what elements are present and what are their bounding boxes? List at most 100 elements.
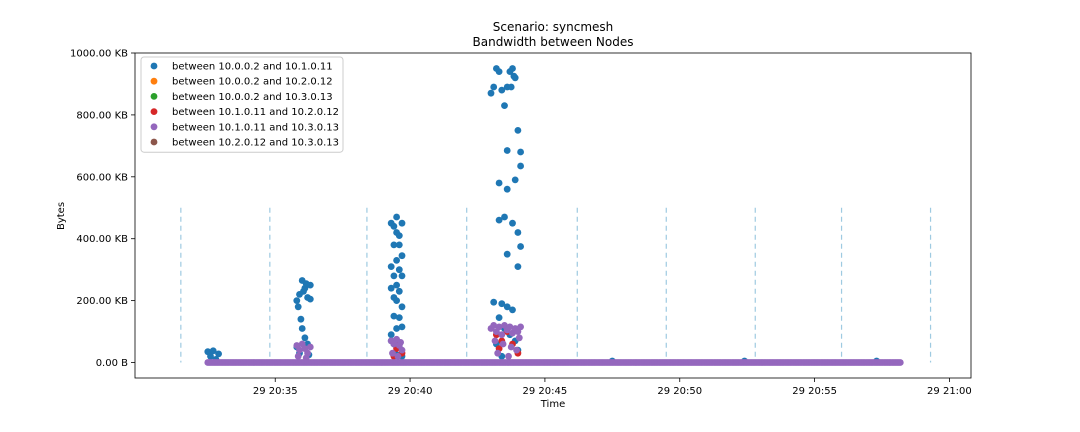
point-series-4-5: [306, 343, 314, 351]
point-series-4-28: [491, 337, 499, 345]
point-series-0-45: [398, 323, 406, 331]
x-tick-label-0: 29 20:35: [253, 386, 298, 397]
y-tick-label-2: 400.00 KB: [76, 234, 128, 245]
legend-entry-3: between 10.1.0.11 and 10.2.0.12: [172, 107, 339, 118]
point-series-0-59: [509, 65, 516, 72]
point-series-0-40: [393, 297, 400, 304]
point-series-0-28: [390, 241, 398, 249]
point-series-0-26: [398, 219, 406, 227]
point-series-0-38: [395, 287, 403, 295]
legend-entry-5: between 10.2.0.12 and 10.3.0.13: [172, 138, 339, 149]
point-series-4-1: [296, 346, 303, 354]
legend-box: [140, 56, 344, 153]
point-series-0-79: [498, 300, 506, 308]
y-axis-ticks: 0.00 B 200.00 KB 400.00 KB 600.00 KB 800.00 …: [70, 49, 135, 369]
legend-entry-2: between 10.0.0.2 and 10.3.0.13: [172, 92, 333, 103]
point-series-0-16: [301, 334, 309, 342]
y-tick-label-5: 1000.00 KB: [70, 49, 128, 60]
point-series-0-15: [298, 325, 306, 332]
y-axis-label: Bytes: [56, 202, 67, 230]
point-series-0-11: [294, 303, 302, 311]
x-tick-label-4: 29 20:55: [792, 386, 837, 397]
point-series-0-5: [293, 297, 301, 304]
point-series-4-17: [490, 322, 498, 329]
point-series-4-15: [397, 339, 404, 346]
point-series-0-76: [503, 250, 511, 258]
point-series-0-27: [393, 229, 400, 236]
point-series-0-34: [390, 272, 398, 280]
legend-marker-5: [150, 138, 158, 146]
point-series-0-64: [514, 126, 522, 134]
point-series-4-27: [517, 323, 524, 331]
x-axis-label: Time: [540, 399, 565, 410]
point-series-0-42: [390, 312, 398, 320]
point-series-0-56: [501, 102, 508, 109]
vertical-markers: [180, 207, 932, 363]
point-series-0-2: [209, 347, 217, 355]
point-series-0-52: [487, 89, 495, 97]
legend: between 10.0.0.2 and 10.1.0.11 between 10…: [140, 56, 344, 153]
point-series-4-12: [398, 346, 406, 354]
point-series-0-24: [393, 213, 400, 221]
plot-frame: [134, 52, 972, 379]
point-series-0-21: [306, 295, 314, 303]
point-series-0-82: [495, 314, 503, 321]
point-series-0-80: [503, 303, 511, 311]
legend-entry-0: between 10.0.0.2 and 10.1.0.11: [172, 62, 333, 73]
point-series-4-6: [294, 352, 302, 360]
point-series-0-41: [398, 303, 406, 311]
point-series-0-23: [390, 222, 398, 230]
point-series-0-43: [395, 314, 403, 321]
baseline-band: [204, 359, 904, 366]
point-series-0-44: [393, 325, 400, 332]
point-series-0-72: [501, 213, 508, 221]
legend-marker-1: [150, 77, 158, 85]
y-tick-label-3: 600.00 KB: [76, 172, 128, 183]
point-series-0-63: [510, 72, 518, 80]
point-series-0-1: [207, 352, 214, 360]
point-series-0-35: [398, 272, 406, 280]
point-series-0-55: [495, 68, 503, 75]
x-tick-label-5: 29 21:00: [927, 386, 972, 397]
point-series-0-74: [514, 229, 522, 236]
point-series-0-46: [387, 331, 395, 339]
point-series-0-30: [398, 252, 406, 260]
x-axis-ticks: 29 20:35 29 20:40 29 20:45 29 20:50 29 20:55…: [253, 378, 972, 397]
point-series-4-34: [513, 346, 520, 354]
point-series-0-70: [511, 176, 519, 184]
legend-marker-0: [150, 62, 158, 70]
x-tick-label-1: 29 20:40: [388, 386, 433, 397]
point-series-0-32: [393, 257, 400, 264]
point-series-0-62: [507, 83, 515, 91]
legend-marker-4: [150, 123, 158, 131]
y-tick-label-4: 800.00 KB: [76, 110, 128, 121]
point-series-0-65: [503, 147, 511, 154]
point-series-0-61: [498, 86, 506, 94]
point-series-4-20: [498, 331, 506, 339]
point-series-0-78: [490, 298, 498, 306]
baseline-point: [896, 359, 904, 366]
point-series-0-67: [517, 162, 524, 170]
point-series-4-33: [505, 352, 512, 360]
point-series-0-75: [517, 243, 524, 250]
point-series-0-77: [514, 263, 522, 270]
legend-marker-2: [150, 93, 158, 100]
point-series-0-12: [300, 287, 307, 295]
point-series-0-36: [393, 281, 400, 289]
point-series-0-53: [490, 83, 498, 91]
point-series-0-29: [395, 241, 403, 249]
point-series-0-81: [509, 306, 516, 314]
point-series-0-68: [495, 179, 503, 187]
point-series-0-13: [302, 280, 310, 287]
point-series-4-32: [494, 349, 502, 357]
y-tick-label-1: 200.00 KB: [76, 296, 128, 307]
point-series-0-4: [215, 350, 223, 358]
chart-subtitle: Bandwidth between Nodes: [473, 35, 634, 49]
point-series-0-71: [495, 216, 503, 224]
point-series-4-14: [394, 352, 402, 360]
legend-entry-4: between 10.1.0.11 and 10.3.0.13: [172, 122, 339, 133]
point-series-4-29: [499, 340, 507, 348]
legend-marker-3: [150, 108, 158, 115]
point-series-4-13: [389, 349, 396, 357]
